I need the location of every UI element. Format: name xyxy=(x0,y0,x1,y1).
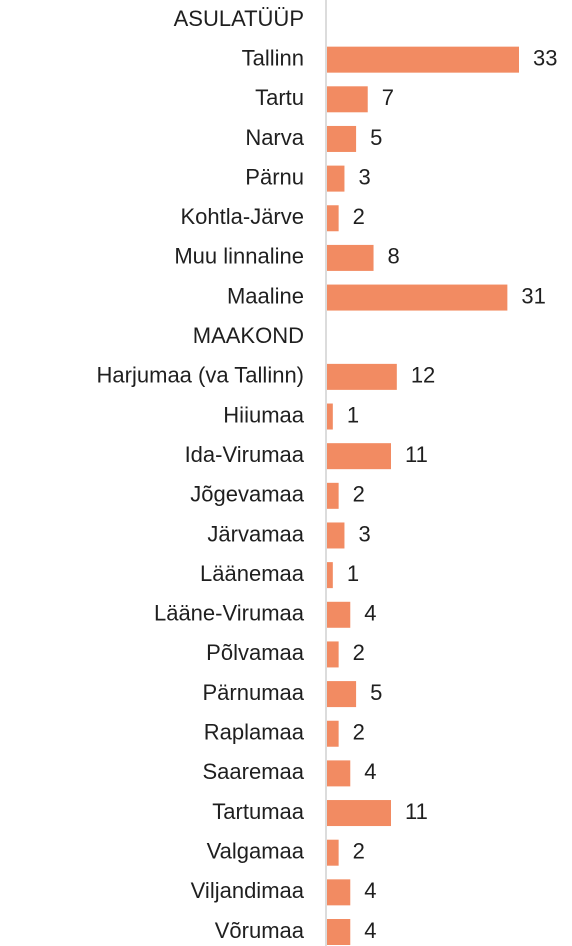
bar xyxy=(327,681,357,708)
bar xyxy=(327,522,345,549)
value-label: 11 xyxy=(405,799,428,824)
value-label: 2 xyxy=(353,204,365,229)
bar xyxy=(327,403,333,430)
bar xyxy=(327,879,351,906)
value-label: 2 xyxy=(353,720,365,745)
category-label: Tallinn xyxy=(242,45,304,70)
bar xyxy=(327,482,339,509)
bar xyxy=(327,720,339,747)
bar xyxy=(327,800,391,827)
value-label: 5 xyxy=(370,125,382,150)
category-label: Võrumaa xyxy=(215,918,305,943)
value-label: 2 xyxy=(353,482,365,507)
value-label: 1 xyxy=(347,402,359,427)
value-label: 8 xyxy=(388,244,400,269)
value-label: 2 xyxy=(353,640,365,665)
bar xyxy=(327,839,339,866)
category-label: Valgamaa xyxy=(207,839,305,864)
value-label: 12 xyxy=(411,363,435,388)
value-label: 3 xyxy=(358,521,370,546)
category-label: Tartu xyxy=(255,85,304,110)
category-label: Ida-Virumaa xyxy=(185,442,305,467)
value-label: 5 xyxy=(370,680,382,705)
category-label: Narva xyxy=(245,125,304,150)
bar xyxy=(327,125,357,152)
bar xyxy=(327,562,333,589)
category-label: MAAKOND xyxy=(193,323,304,348)
category-label: Maaline xyxy=(227,283,304,308)
category-label: Põlvamaa xyxy=(206,640,305,665)
value-label: 3 xyxy=(358,164,370,189)
value-label: 4 xyxy=(364,601,376,626)
category-label: Viljandimaa xyxy=(191,878,305,903)
value-label: 4 xyxy=(364,759,376,784)
bar xyxy=(327,244,374,271)
value-label: 31 xyxy=(521,283,545,308)
bar xyxy=(327,284,508,311)
bar xyxy=(327,363,397,390)
value-label: 4 xyxy=(364,918,376,943)
category-label: Järvamaa xyxy=(207,521,304,546)
value-label: 2 xyxy=(353,839,365,864)
category-label: Raplamaa xyxy=(204,720,305,745)
value-label: 33 xyxy=(533,45,557,70)
category-label: Jõgevamaa xyxy=(190,482,305,507)
category-label: Hiiumaa xyxy=(223,402,304,427)
category-label: Harjumaa (va Tallinn) xyxy=(97,363,304,388)
bar xyxy=(327,919,351,945)
category-label: Lääne-Virumaa xyxy=(154,601,305,626)
bar xyxy=(327,601,351,628)
category-label: Saaremaa xyxy=(202,759,304,784)
value-label: 4 xyxy=(364,878,376,903)
bar xyxy=(327,760,351,787)
bar xyxy=(327,46,519,73)
category-label: Läänemaa xyxy=(200,561,305,586)
value-label: 1 xyxy=(347,561,359,586)
category-label: Pärnumaa xyxy=(202,680,304,705)
bar xyxy=(327,165,345,192)
category-label: Kohtla-Järve xyxy=(180,204,304,229)
category-label: Pärnu xyxy=(245,164,304,189)
category-label: Tartumaa xyxy=(212,799,304,824)
category-label: Muu linnaline xyxy=(174,244,304,269)
value-label: 7 xyxy=(382,85,394,110)
bar xyxy=(327,443,391,470)
bar xyxy=(327,205,339,232)
category-label: ASULATÜÜP xyxy=(174,6,304,31)
bar xyxy=(327,641,339,668)
value-label: 11 xyxy=(405,442,428,467)
bar xyxy=(327,86,368,113)
